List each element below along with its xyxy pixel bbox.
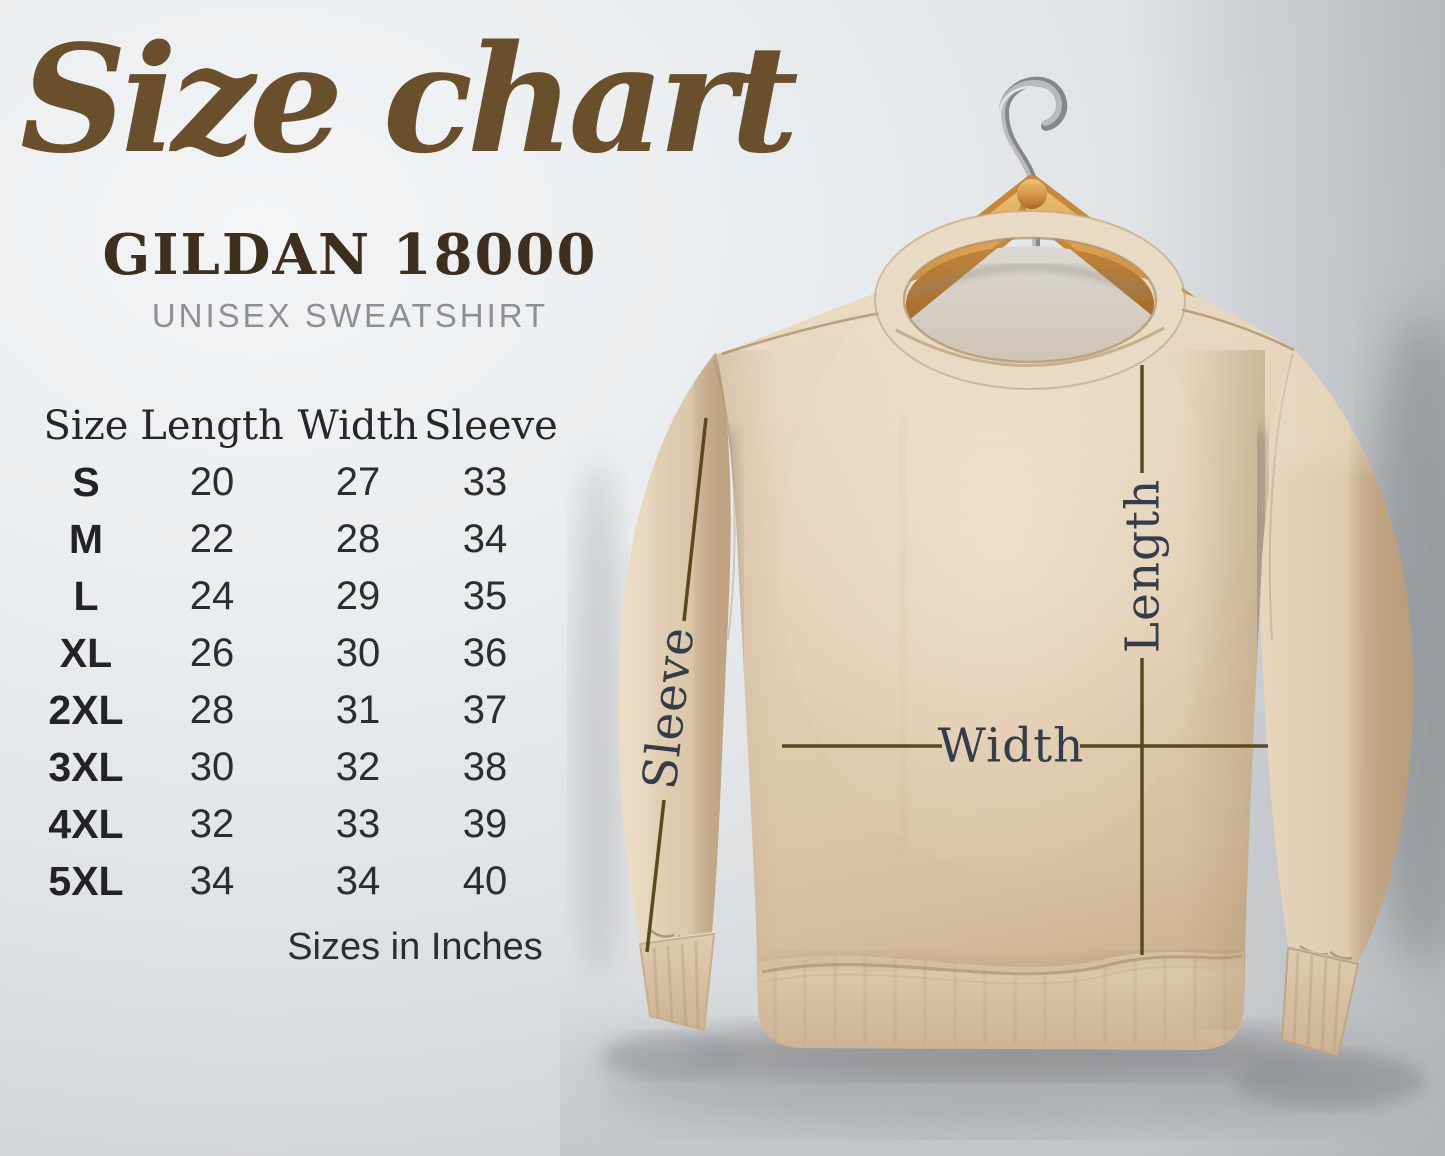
length-cell: 32 <box>189 802 235 846</box>
size-cell: 2XL <box>48 687 124 733</box>
size-cell: L <box>73 573 99 619</box>
width-cell: 30 <box>335 631 381 675</box>
table-row: 2XL 28 31 37 <box>40 682 546 739</box>
size-table: Size Length Width Sleeve S 20 27 33 M 22… <box>40 398 558 910</box>
length-cell: 34 <box>189 859 235 903</box>
sleeve-line <box>682 417 708 622</box>
length-label: Length <box>1116 479 1171 654</box>
col-header-width: Width <box>297 403 419 449</box>
length-cell: 28 <box>189 688 235 732</box>
size-cell: S <box>72 459 100 505</box>
col-header-size: Size <box>43 403 129 449</box>
units-note: Sizes in Inches <box>287 926 543 968</box>
length-cell: 26 <box>189 631 235 675</box>
sleeve-cell: 36 <box>462 631 508 675</box>
size-cell: XL <box>59 630 113 676</box>
hem-details <box>652 940 1342 1053</box>
table-row: 3XL 30 32 38 <box>40 739 546 796</box>
table-row: 4XL 32 33 39 <box>40 796 546 853</box>
size-cell: M <box>68 516 104 562</box>
left-cuff <box>639 933 715 1031</box>
length-cell: 20 <box>189 460 235 504</box>
measurement-lines <box>645 365 1268 955</box>
sleeve-cell: 33 <box>462 460 508 504</box>
table-row: 5XL 34 34 40 <box>40 853 546 910</box>
width-label: Width <box>938 719 1085 774</box>
width-cell: 28 <box>335 517 381 561</box>
width-cell: 27 <box>335 460 381 504</box>
table-row: S 20 27 33 <box>40 454 546 511</box>
sleeve-cell: 40 <box>462 859 508 903</box>
collar <box>874 210 1186 390</box>
col-header-length: Length <box>140 403 284 449</box>
product-subtitle: UNISEX SWEATSHIRT <box>151 297 549 334</box>
length-cell: 22 <box>189 517 235 561</box>
width-cell: 33 <box>335 802 381 846</box>
brand-title: GILDAN 18000 <box>102 222 598 288</box>
size-cell: 4XL <box>48 801 124 847</box>
col-header-sleeve: Sleeve <box>424 403 558 449</box>
sleeve-cell: 35 <box>462 574 508 618</box>
sleeve-line <box>645 799 666 953</box>
size-table-header: Size Length Width Sleeve <box>40 398 558 454</box>
table-row: XL 26 30 36 <box>40 625 546 682</box>
length-cell: 30 <box>189 745 235 789</box>
sleeve-cell: 37 <box>462 688 508 732</box>
size-cell: 5XL <box>48 858 124 904</box>
width-cell: 32 <box>335 745 381 789</box>
sleeve-cell: 38 <box>462 745 508 789</box>
size-cell: 3XL <box>48 744 124 790</box>
table-row: L 24 29 35 <box>40 568 546 625</box>
width-cell: 29 <box>335 574 381 618</box>
sleeve-cell: 39 <box>462 802 508 846</box>
length-cell: 24 <box>189 574 235 618</box>
width-cell: 34 <box>335 859 381 903</box>
script-title: Size chart <box>20 12 799 186</box>
table-row: M 22 28 34 <box>40 511 546 568</box>
width-cell: 31 <box>335 688 381 732</box>
sleeve-cell: 34 <box>462 517 508 561</box>
